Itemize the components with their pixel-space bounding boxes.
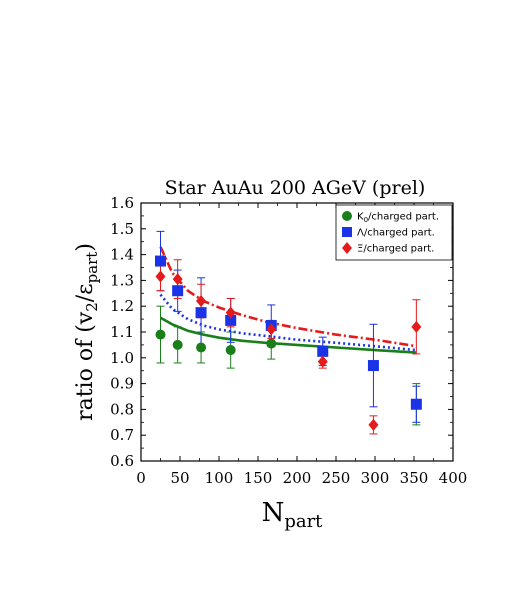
data-point-square [317, 345, 329, 357]
data-point-diamond [266, 323, 277, 336]
legend-label-k0-sub: 0 [364, 216, 368, 224]
y-tick-label: 1.2 [110, 297, 134, 315]
data-point-diamond [317, 355, 328, 368]
data-point-diamond [411, 320, 422, 333]
data-point-diamond [172, 273, 183, 286]
y-tick-label: 1.1 [110, 323, 134, 341]
data-point-circle [225, 345, 236, 356]
data-point-square [367, 360, 379, 372]
legend-marker-k0 [342, 211, 352, 221]
model-curve-square [159, 293, 417, 352]
model-curve-circle [159, 316, 417, 354]
x-tick-label: 100 [205, 469, 234, 487]
x-tick-label: 250 [322, 469, 351, 487]
data-point-square [410, 398, 422, 410]
y-tick-label: 1.3 [110, 271, 134, 289]
x-tick-label: 150 [244, 469, 273, 487]
x-tick-label: 50 [170, 469, 189, 487]
data-point-diamond [368, 418, 379, 431]
x-axis-label-main: N [262, 498, 285, 528]
y-tick-label: 0.8 [110, 400, 134, 418]
y-tick-label: 0.7 [110, 426, 134, 444]
data-point-diamond [225, 306, 236, 319]
data-point-circle [172, 339, 183, 350]
x-tick-label: 0 [136, 469, 146, 487]
y-axis: 0.6 0.7 0.8 0.9 1.0 1.1 1.2 1.3 1.4 1.5 1.6 [110, 194, 453, 470]
model-curves [159, 246, 417, 354]
y-tick-label: 1.0 [110, 349, 134, 367]
y-axis-label-suffix: ) [73, 243, 98, 252]
y-axis-label-eps-sub: part [83, 252, 101, 284]
legend-label-k0-main: K [357, 212, 364, 223]
x-tick-label: 350 [400, 469, 429, 487]
y-tick-label: 0.9 [110, 375, 134, 393]
legend-label-lambda: Λ/charged part. [357, 228, 435, 239]
x-tick-label: 400 [439, 469, 468, 487]
legend-label-k0: K0/charged part. [357, 212, 439, 225]
data-point-square [172, 285, 184, 297]
data-markers [155, 255, 422, 431]
legend: K0/charged part. Λ/charged part. Ξ/charg… [335, 204, 453, 261]
x-axis-label: Npart [262, 498, 324, 532]
y-tick-label: 0.6 [110, 452, 134, 470]
legend-marker-xi [342, 242, 352, 254]
data-point-square [195, 307, 207, 319]
legend-label-xi: Ξ/charged part. [357, 244, 434, 255]
legend-box [335, 204, 453, 261]
y-tick-label: 1.4 [110, 246, 134, 264]
y-tick-label: 1.5 [110, 220, 134, 238]
data-point-circle [155, 329, 166, 340]
model-curve-diamond [159, 246, 417, 348]
data-point-diamond [155, 270, 166, 283]
data-point-circle [266, 338, 277, 349]
x-tick-label: 300 [361, 469, 390, 487]
y-axis-label-slash: /ε [73, 283, 98, 302]
chart-title: Star AuAu 200 AGeV (prel) [165, 177, 426, 199]
data-point-square [155, 255, 166, 267]
x-tick-label: 200 [283, 469, 312, 487]
legend-label-k0-suffix: /charged part. [368, 212, 439, 223]
y-axis-label: ratio of (v2/εpart) [73, 243, 101, 421]
data-point-diamond [196, 295, 207, 308]
data-point-circle [196, 342, 207, 353]
y-axis-label-prefix: ratio of (v [73, 311, 98, 421]
y-tick-label: 1.6 [110, 194, 134, 212]
data-point-square [225, 314, 237, 326]
y-axis-label-v-sub: 2 [83, 302, 101, 312]
x-axis: 0 50 100 150 200 250 300 350 400 [136, 203, 467, 487]
x-axis-label-sub: part [284, 511, 323, 532]
legend-marker-lambda [342, 227, 352, 237]
